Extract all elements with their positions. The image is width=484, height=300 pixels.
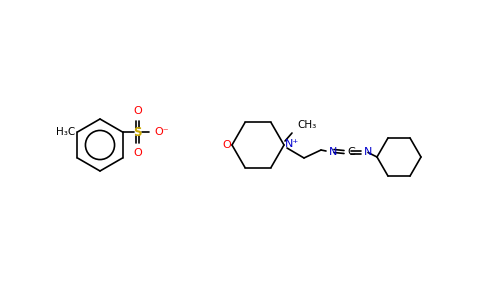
Text: O: O — [133, 106, 142, 116]
Text: O: O — [222, 140, 231, 150]
Text: C: C — [347, 147, 355, 157]
Text: S: S — [133, 125, 142, 139]
Text: N: N — [364, 147, 372, 157]
Text: N: N — [329, 147, 337, 157]
Text: O: O — [133, 148, 142, 158]
Text: H₃C: H₃C — [56, 127, 76, 137]
Text: N⁺: N⁺ — [285, 139, 299, 149]
Text: CH₃: CH₃ — [297, 120, 316, 130]
Text: O⁻: O⁻ — [154, 127, 169, 137]
